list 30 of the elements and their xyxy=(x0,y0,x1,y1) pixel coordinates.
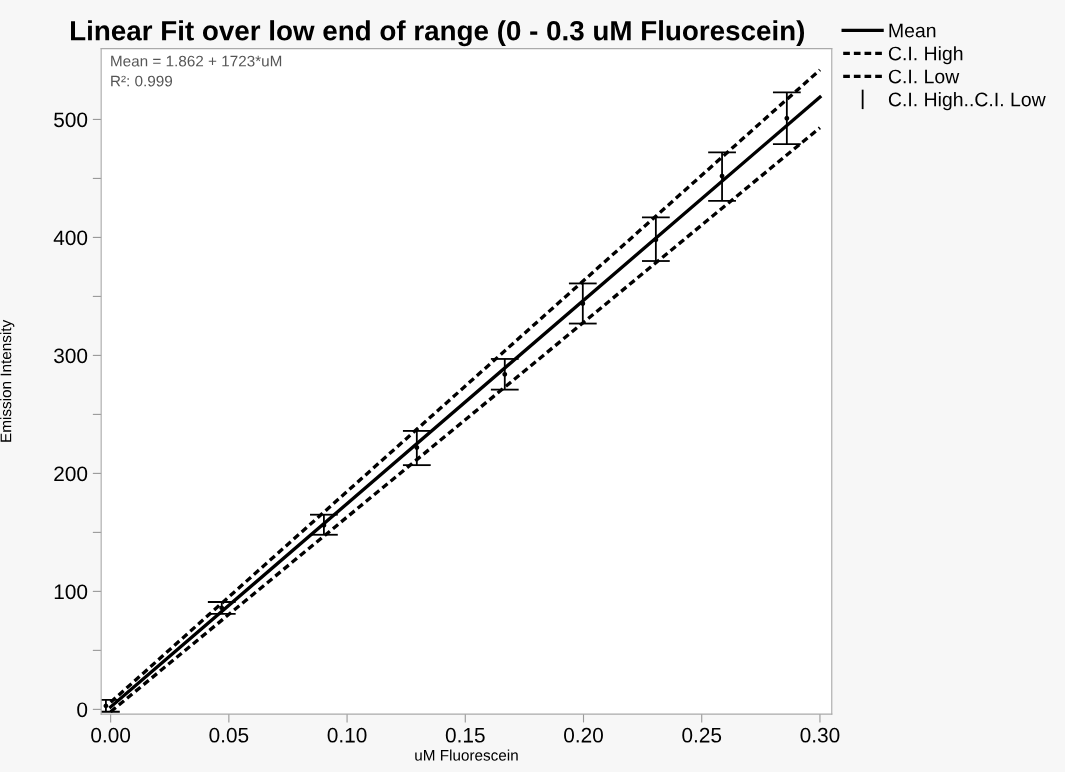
point xyxy=(719,173,725,179)
point xyxy=(414,445,420,450)
y-tick-label: 0 xyxy=(77,702,88,718)
y-tick-label: 300 xyxy=(54,348,88,364)
y-tick-label: 500 xyxy=(54,112,88,128)
y-axis-title: Emission Intensity xyxy=(0,319,15,442)
point xyxy=(653,237,659,243)
annotation: Mean = 1.862 + 1723*uM xyxy=(111,55,282,67)
x-tick-label: 0.20 xyxy=(564,727,603,743)
point xyxy=(502,371,508,377)
legend-label: Mean xyxy=(889,23,936,38)
x-tick-label: 0.00 xyxy=(91,727,131,743)
x-tick-label: 0.05 xyxy=(209,727,249,743)
legend-label: C.I. High xyxy=(888,46,963,65)
y-tick-label: 100 xyxy=(54,584,88,600)
x-tick-label: 0.10 xyxy=(327,727,367,743)
legend-label: C.I. Low xyxy=(888,69,960,84)
annotation: R²: 0.999 xyxy=(111,75,173,87)
chart-title: Linear Fit over low end of range (0 - 0.3 uM Fluorescein) xyxy=(71,20,805,47)
x-tick-label: 0.25 xyxy=(682,727,722,743)
point xyxy=(784,115,790,121)
x-axis-title: uM Fluorescein xyxy=(415,749,518,761)
legend-label: C.I. High..C.I. Low xyxy=(888,92,1046,111)
x-tick-label: 0.30 xyxy=(800,727,840,743)
point xyxy=(219,605,225,611)
point xyxy=(580,301,586,306)
y-tick-label: 200 xyxy=(54,466,88,482)
point xyxy=(103,703,109,709)
x-tick-label: 0.15 xyxy=(445,727,485,743)
y-tick-label: 400 xyxy=(53,230,88,246)
